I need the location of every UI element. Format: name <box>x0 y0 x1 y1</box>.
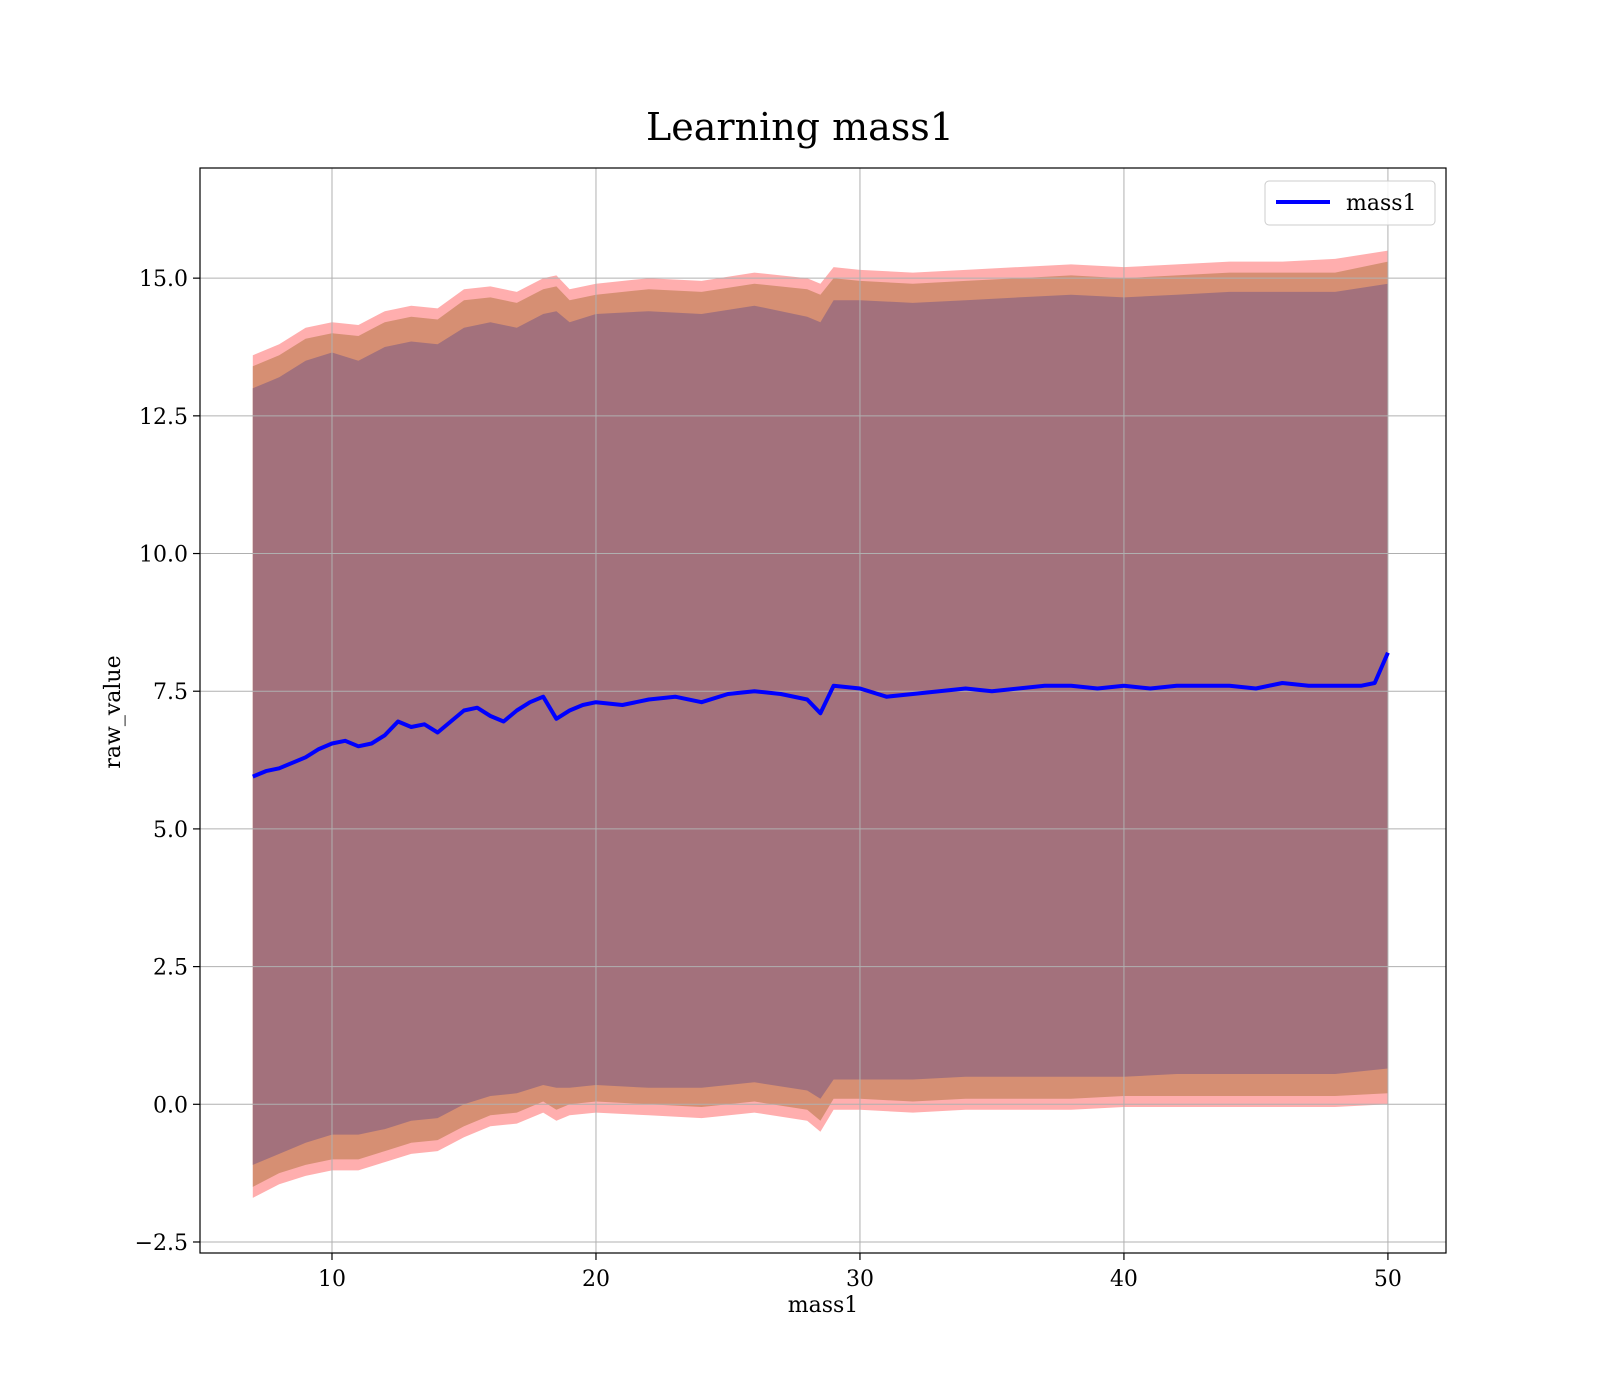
y-tick-label-0: −2.5 <box>135 1231 188 1256</box>
legend: mass1 <box>1264 180 1436 226</box>
legend-label-mass1: mass1 <box>1346 191 1417 216</box>
confidence-bands <box>252 250 1388 1198</box>
y-tick-label-6: 12.5 <box>139 405 188 430</box>
y-tick-label-1: 0.0 <box>153 1093 188 1118</box>
band-2 <box>252 283 1388 1165</box>
x-tick-label-4: 50 <box>1374 1267 1402 1292</box>
y-axis-label: raw_value <box>101 655 126 768</box>
x-tick-label-3: 40 <box>1110 1267 1138 1292</box>
gridlines <box>200 168 1446 1253</box>
legend-box <box>1264 180 1436 226</box>
x-tick-label-2: 30 <box>846 1267 874 1292</box>
y-tick-label-5: 10.0 <box>139 543 188 568</box>
x-tick-label-1: 20 <box>582 1267 610 1292</box>
x-axis-label: mass1 <box>788 1293 859 1318</box>
y-tick-label-3: 5.0 <box>153 818 188 843</box>
chart-title: Learning mass1 <box>646 105 954 149</box>
y-tick-label-7: 15.0 <box>139 267 188 292</box>
plot-frame <box>199 167 1447 1254</box>
y-tick-label-2: 2.5 <box>153 956 188 981</box>
x-tick-label-0: 10 <box>318 1267 346 1292</box>
x-axis-ticks: 10 20 30 40 50 <box>318 1253 1402 1292</box>
y-axis-ticks: −2.5 0.0 2.5 5.0 7.5 10.0 12.5 15.0 <box>135 267 200 1256</box>
series-line-mass1 <box>252 651 1390 779</box>
y-tick-label-4: 7.5 <box>153 680 188 705</box>
series-lines <box>252 651 1390 779</box>
